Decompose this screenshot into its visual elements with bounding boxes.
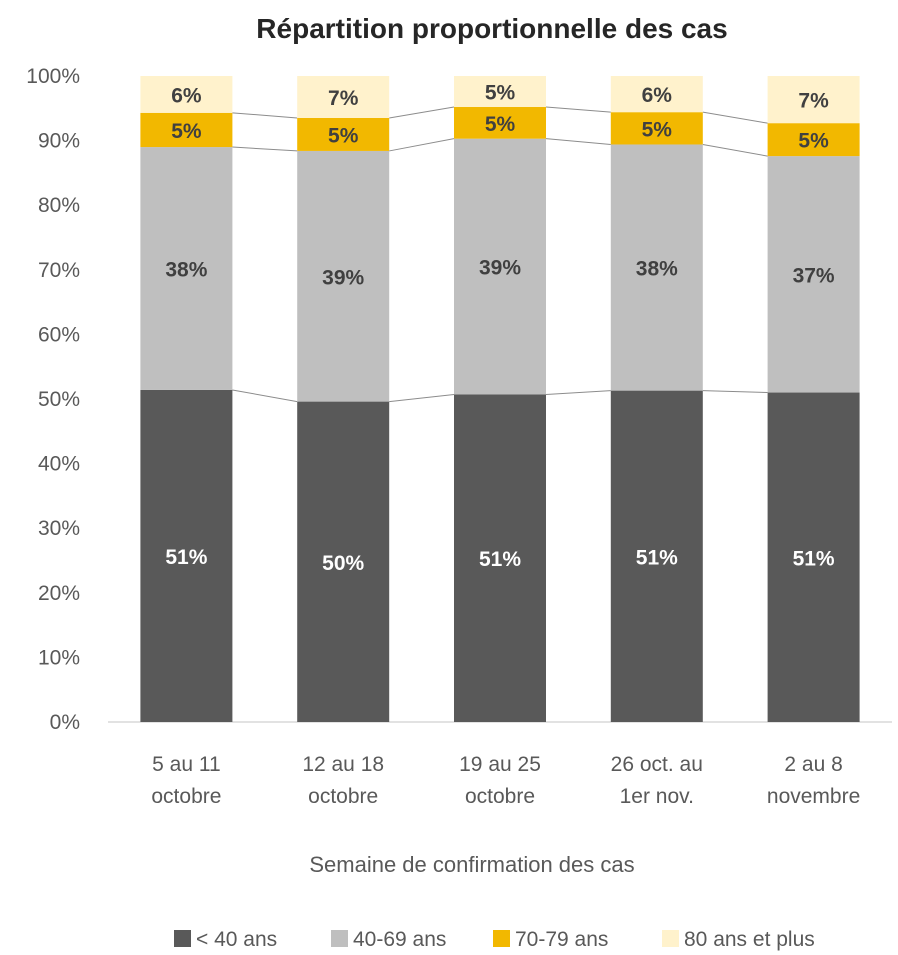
data-label: 5% [328, 124, 359, 147]
legend-label: < 40 ans [196, 928, 277, 951]
bar-segment [767, 123, 860, 157]
y-axis-ticks: 0% 10% 20% 30% 40% 50% 60% 70% 80% 90% 100% [26, 65, 80, 734]
bar-segment [297, 401, 390, 722]
bar-segment [297, 76, 390, 118]
legend-swatch [493, 930, 510, 947]
legend-label: 70-79 ans [515, 928, 608, 951]
legend-label: 80 ans et plus [684, 928, 815, 951]
data-label: 50% [322, 552, 364, 575]
data-label: 5% [642, 118, 673, 141]
series-line [389, 106, 455, 119]
data-label: 51% [793, 547, 835, 570]
y-tick-label: 70% [38, 259, 80, 282]
bar-segment [610, 112, 703, 145]
data-label: 5% [485, 82, 516, 105]
y-tick-label: 40% [38, 453, 80, 476]
bar-segment [454, 138, 546, 395]
legend-swatch [331, 930, 348, 947]
x-category-label: 5 au 11 octobre [151, 753, 221, 808]
data-label: 37% [793, 264, 835, 287]
x-axis-categories: 5 au 11 octobre 12 au 18 octobre 19 au 25 oct… [151, 753, 860, 808]
series-lines [232, 106, 768, 403]
data-label: 5% [798, 130, 829, 153]
y-tick-label: 90% [38, 130, 80, 153]
series-line [232, 389, 298, 403]
bar-segment [297, 150, 390, 402]
bar-segment [297, 117, 390, 151]
series-line [232, 112, 298, 119]
y-tick-label: 20% [38, 582, 80, 605]
data-label: 38% [636, 258, 678, 281]
bar-segment [140, 147, 233, 390]
series-line [389, 138, 455, 152]
bar-segment [767, 156, 860, 393]
legend-swatch [174, 930, 191, 947]
data-label: 7% [798, 90, 829, 113]
y-tick-label: 80% [38, 194, 80, 217]
bar-segment [767, 76, 860, 124]
y-tick-label: 30% [38, 517, 80, 540]
series-line [702, 390, 768, 394]
legend-label: 40-69 ans [353, 928, 446, 951]
y-tick-label: 0% [50, 711, 80, 734]
bar-segment [454, 76, 546, 108]
bar-segment [140, 76, 233, 113]
y-tick-label: 10% [38, 646, 80, 669]
series-line [232, 146, 298, 152]
bar-segment [140, 389, 233, 722]
legend: < 40 ans 40-69 ans 70-79 ans 80 ans et plus [174, 928, 815, 951]
y-tick-label: 60% [38, 323, 80, 346]
bars [140, 76, 860, 722]
data-label: 38% [165, 259, 207, 282]
x-axis-title: Semaine de confirmation des cas [309, 852, 634, 877]
bar-segment [767, 392, 860, 722]
series-line [545, 138, 611, 145]
data-label: 6% [171, 84, 202, 107]
data-label: 5% [485, 113, 516, 136]
data-label: 51% [479, 548, 521, 571]
bar-segment [454, 394, 546, 722]
series-line [702, 111, 768, 124]
data-label: 39% [322, 266, 364, 289]
legend-swatch [662, 930, 679, 947]
series-line [389, 393, 455, 403]
x-category-label: 26 oct. au 1er nov. [611, 753, 703, 808]
bar-segment [610, 390, 703, 722]
series-line [702, 143, 768, 157]
data-label: 5% [171, 120, 202, 143]
data-label: 51% [636, 546, 678, 569]
y-tick-label: 100% [26, 65, 80, 88]
series-line [545, 106, 611, 113]
data-label: 51% [165, 546, 207, 569]
y-tick-label: 50% [38, 388, 80, 411]
data-label: 39% [479, 257, 521, 280]
bar-segment [140, 112, 233, 148]
bar-segment [610, 76, 703, 113]
chart-title: Répartition proportionnelle des cas [256, 13, 727, 44]
data-label: 6% [642, 84, 673, 107]
series-line [545, 390, 611, 395]
data-labels: 51% 38% 5% 6% 50% 39% 5% 7% 51% 39% 5% 5% 51% 38% 5% 6%… [165, 82, 835, 575]
bar-segment [610, 144, 703, 391]
x-category-label: 2 au 8 novembre [767, 753, 860, 808]
x-category-label: 19 au 25 octobre [459, 753, 541, 808]
data-label: 7% [328, 87, 359, 110]
bar-segment [454, 107, 546, 139]
x-category-label: 12 au 18 octobre [302, 753, 384, 808]
